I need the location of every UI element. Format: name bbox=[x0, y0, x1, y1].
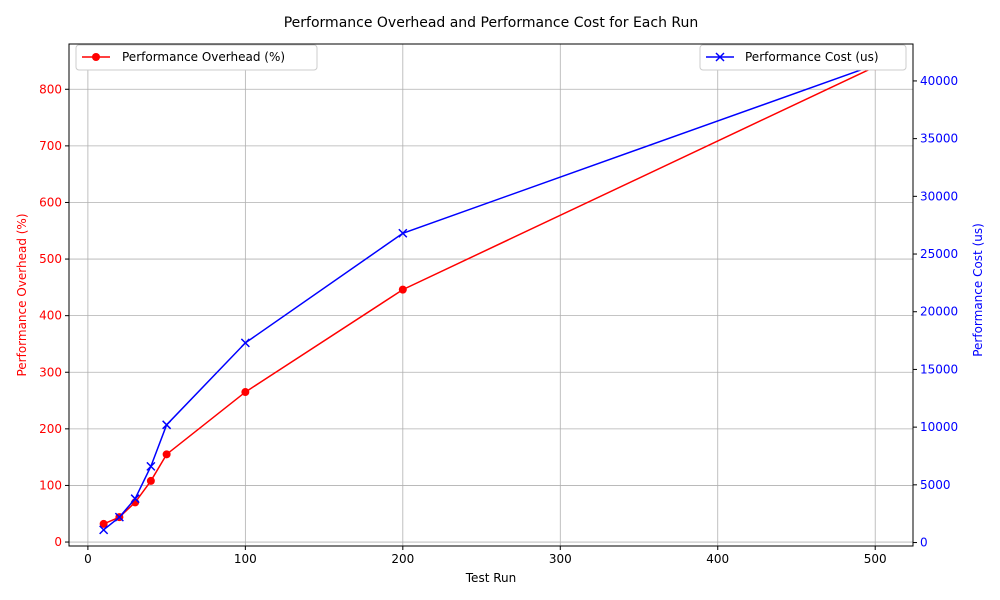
overhead-point bbox=[241, 388, 250, 397]
y-axis-left: 0 100 200 300 400 500 600 700 800 bbox=[39, 82, 69, 549]
y-left-tick-label: 300 bbox=[39, 365, 62, 379]
x-tick-label: 300 bbox=[549, 552, 572, 566]
cost-point bbox=[146, 461, 156, 471]
y-right-tick-label: 15000 bbox=[920, 362, 958, 376]
legend-right: Performance Cost (us) bbox=[699, 44, 907, 71]
y-right-tick-label: 0 bbox=[920, 536, 928, 550]
y-axis-right: 0 5000 10000 15000 20000 25000 30000 35000 40000 bbox=[913, 74, 958, 550]
overhead-point bbox=[162, 450, 171, 459]
grid bbox=[69, 44, 913, 546]
y-right-tick-label: 35000 bbox=[920, 132, 958, 146]
x-tick-label: 100 bbox=[234, 552, 257, 566]
y-right-tick-label: 10000 bbox=[920, 420, 958, 434]
chart-title: Performance Overhead and Performance Cos… bbox=[284, 15, 699, 31]
cost-line bbox=[103, 64, 876, 531]
y-right-tick-label: 30000 bbox=[920, 189, 958, 203]
overhead-series bbox=[99, 62, 880, 528]
cost-point bbox=[130, 494, 140, 504]
y-left-tick-label: 500 bbox=[39, 252, 62, 266]
x-axis: 0 100 200 300 400 500 bbox=[84, 546, 887, 566]
cost-point bbox=[162, 420, 172, 430]
legend-right-label: Performance Cost (us) bbox=[745, 50, 879, 64]
y-axis-right-label: Performance Cost (us) bbox=[971, 223, 985, 357]
overhead-line bbox=[103, 65, 876, 525]
cost-point bbox=[240, 338, 250, 348]
legend-right-marker bbox=[715, 52, 725, 62]
cost-point bbox=[398, 228, 408, 238]
legend-left-marker bbox=[92, 53, 100, 61]
x-tick-label: 500 bbox=[864, 552, 887, 566]
y-left-tick-label: 0 bbox=[54, 535, 62, 549]
overhead-point bbox=[99, 519, 108, 528]
y-right-tick-label: 20000 bbox=[920, 305, 958, 319]
y-left-tick-label: 800 bbox=[39, 82, 62, 96]
x-axis-label: Test Run bbox=[465, 571, 516, 585]
x-tick-label: 400 bbox=[706, 552, 729, 566]
y-right-tick-label: 25000 bbox=[920, 247, 958, 261]
x-tick-label: 0 bbox=[84, 552, 92, 566]
cost-point bbox=[114, 512, 124, 522]
cost-series bbox=[99, 60, 880, 535]
x-tick-label: 200 bbox=[391, 552, 414, 566]
overhead-point bbox=[398, 285, 407, 294]
y-left-tick-label: 400 bbox=[39, 309, 62, 323]
cost-point bbox=[99, 525, 109, 535]
legend-left: Performance Overhead (%) bbox=[75, 44, 318, 71]
overhead-point bbox=[146, 476, 155, 485]
legend-right-box bbox=[699, 44, 907, 71]
y-axis-left-label: Performance Overhead (%) bbox=[15, 213, 29, 376]
y-right-tick-label: 40000 bbox=[920, 74, 958, 88]
plot-frame bbox=[68, 43, 914, 547]
y-left-tick-label: 700 bbox=[39, 139, 62, 153]
legend-left-box bbox=[75, 44, 318, 71]
y-left-tick-label: 100 bbox=[39, 478, 62, 492]
y-right-tick-label: 5000 bbox=[920, 478, 951, 492]
y-left-tick-label: 200 bbox=[39, 422, 62, 436]
legend-left-label: Performance Overhead (%) bbox=[122, 50, 285, 64]
y-left-tick-label: 600 bbox=[39, 195, 62, 209]
